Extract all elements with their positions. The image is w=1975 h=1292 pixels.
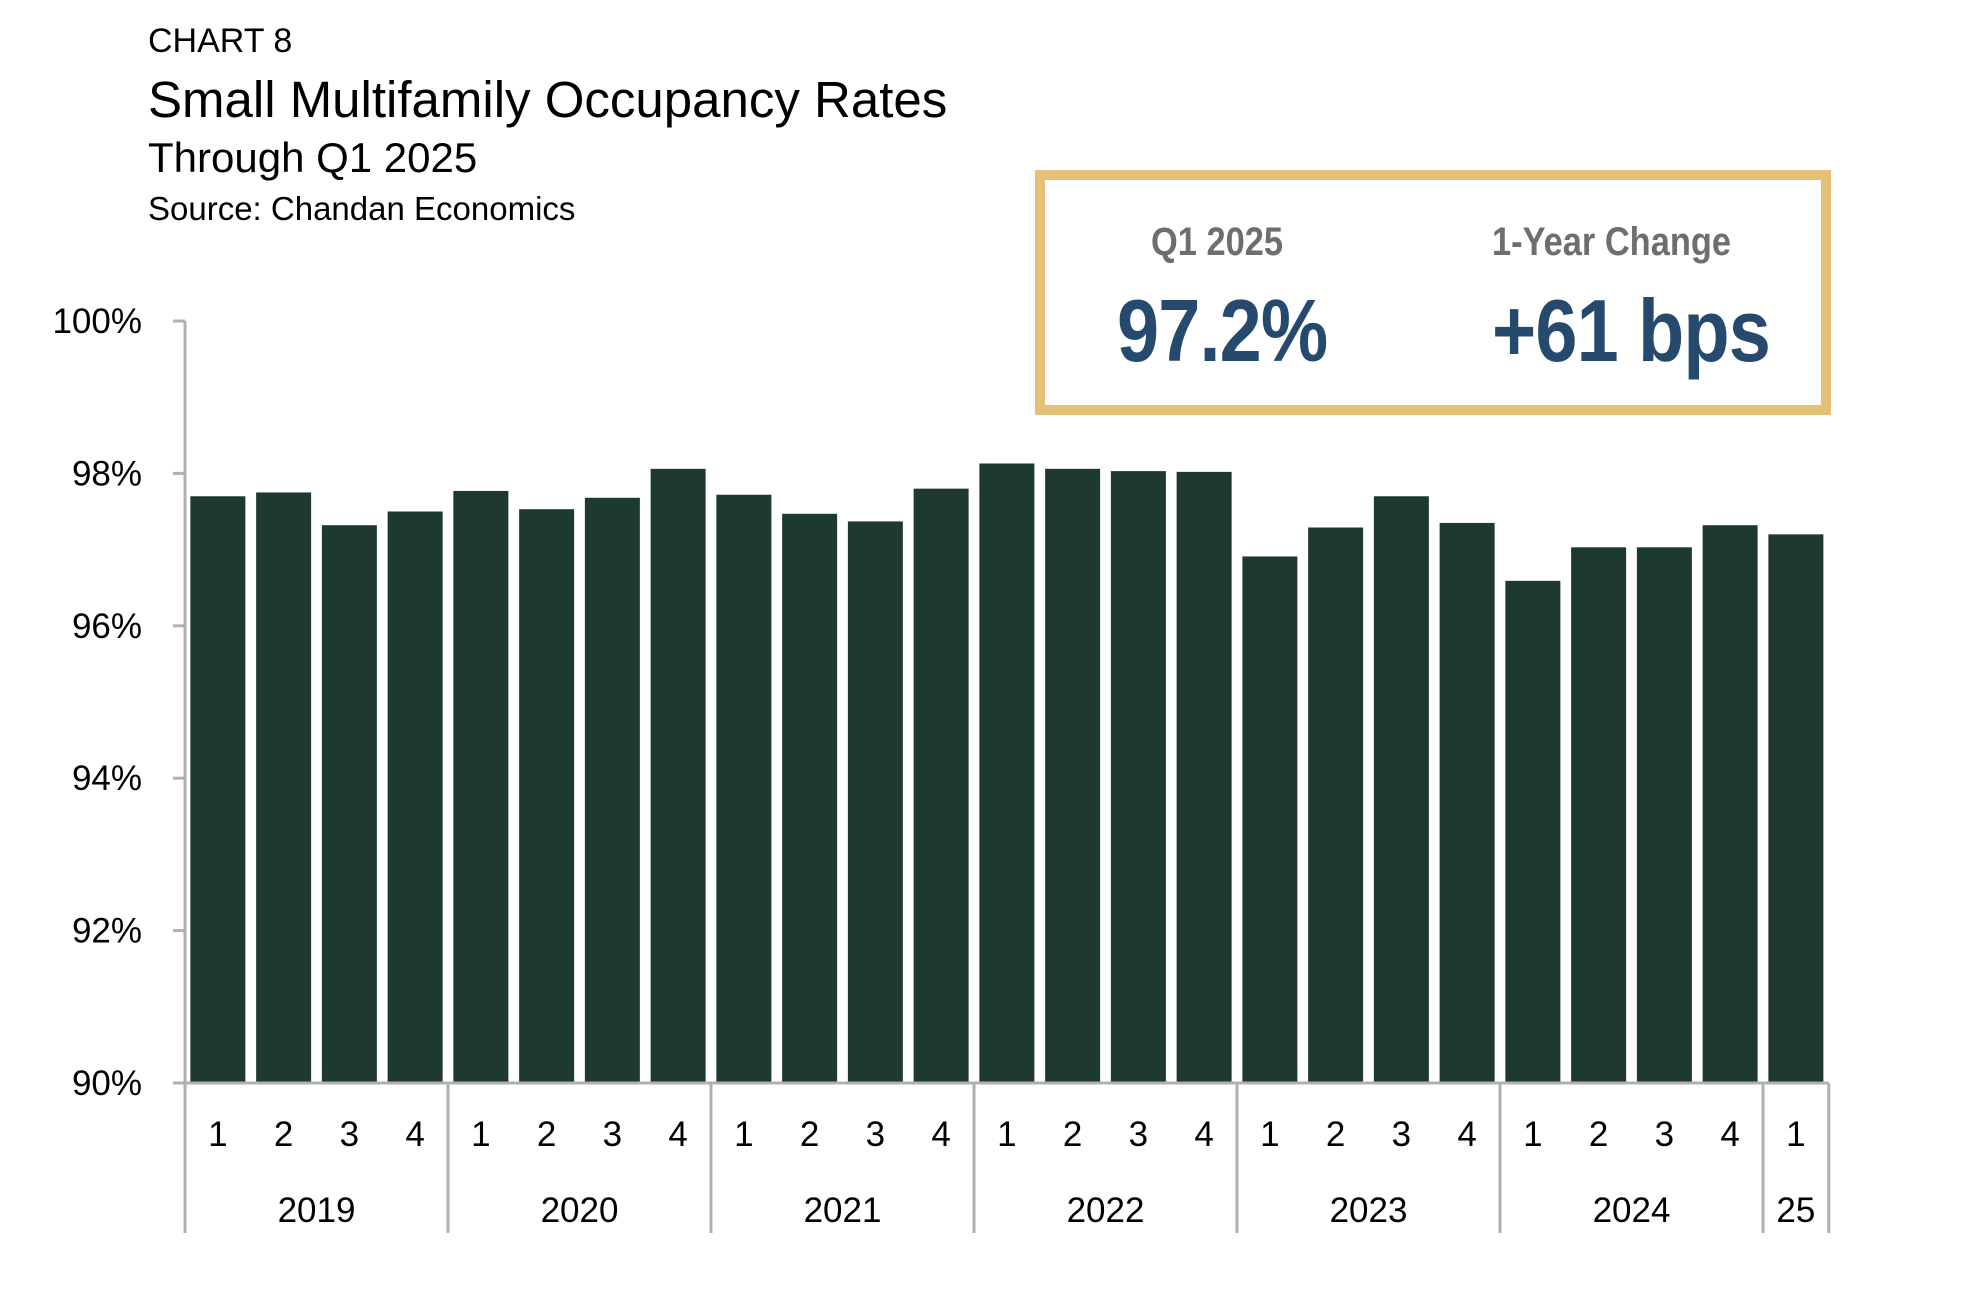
y-tick-label: 100% xyxy=(52,302,142,341)
x-tick-label: 4 xyxy=(1457,1115,1476,1154)
x-tick-label: 1 xyxy=(208,1115,227,1154)
year-label: 25 xyxy=(1776,1191,1815,1230)
chart-source: Source: Chandan Economics xyxy=(148,190,576,227)
bar xyxy=(1110,471,1166,1083)
bar xyxy=(1768,534,1824,1083)
bar xyxy=(584,497,640,1083)
x-tick-label: 4 xyxy=(668,1115,687,1154)
bar xyxy=(1242,556,1298,1083)
bar xyxy=(1702,525,1758,1083)
x-tick-label: 1 xyxy=(1260,1115,1279,1154)
kpi-period-label: Q1 2025 xyxy=(1151,220,1283,264)
x-axis: 1 2 3 4 1 2 3 4 1 2 3 4 1 2 3 4 1 2 3 4 1 2 3 4 1 2019 2020 2021 202… xyxy=(183,1081,1831,1233)
x-tick-label: 1 xyxy=(1786,1115,1805,1154)
kpi-change-label: 1-Year Change xyxy=(1492,220,1731,264)
bar xyxy=(1176,471,1232,1084)
x-tick-label: 3 xyxy=(866,1115,885,1154)
bar xyxy=(847,521,903,1083)
x-tick-label: 4 xyxy=(1720,1115,1739,1154)
bar xyxy=(519,509,575,1083)
bar xyxy=(1505,580,1561,1083)
bar xyxy=(782,513,838,1083)
kpi-change-value: +61 bps xyxy=(1492,281,1771,380)
y-tick-label: 94% xyxy=(72,759,142,798)
bar xyxy=(387,511,443,1083)
x-tick-label: 2 xyxy=(537,1115,556,1154)
chart-subtitle: Through Q1 2025 xyxy=(148,134,478,181)
year-label: 2019 xyxy=(278,1191,356,1230)
bar xyxy=(1636,547,1692,1083)
bar xyxy=(650,468,706,1083)
x-tick-label: 4 xyxy=(405,1115,424,1154)
chart-label: CHART 8 xyxy=(148,22,293,60)
year-label: 2021 xyxy=(804,1191,882,1230)
bar xyxy=(256,492,312,1083)
x-tick-label: 3 xyxy=(1655,1115,1674,1154)
x-tick-label: 3 xyxy=(603,1115,622,1154)
kpi-occupancy-value: 97.2% xyxy=(1117,281,1328,380)
y-axis: 90% 92% 94% 96% 98% 100% xyxy=(52,302,187,1103)
bar xyxy=(453,490,509,1083)
x-tick-label: 2 xyxy=(1326,1115,1345,1154)
bar xyxy=(190,496,246,1083)
x-tick-label: 1 xyxy=(997,1115,1016,1154)
bar xyxy=(1373,496,1429,1083)
bar xyxy=(716,494,772,1084)
x-tick-label: 2 xyxy=(1063,1115,1082,1154)
year-label: 2022 xyxy=(1067,1191,1145,1230)
x-tick-label: 1 xyxy=(734,1115,753,1154)
x-tick-label: 2 xyxy=(274,1115,293,1154)
y-tick-label: 96% xyxy=(72,607,142,646)
bar xyxy=(979,463,1035,1083)
year-label: 2024 xyxy=(1593,1191,1671,1230)
x-tick-label: 3 xyxy=(1392,1115,1411,1154)
x-tick-label: 4 xyxy=(1194,1115,1213,1154)
chart-title: Small Multifamily Occupancy Rates xyxy=(148,71,948,128)
y-tick-label: 90% xyxy=(72,1064,142,1103)
year-label: 2020 xyxy=(541,1191,619,1230)
x-tick-label: 2 xyxy=(800,1115,819,1154)
bar-series xyxy=(190,463,1824,1084)
x-tick-label: 1 xyxy=(471,1115,490,1154)
bar xyxy=(1439,522,1495,1083)
y-tick-label: 98% xyxy=(72,454,142,493)
x-tick-label: 3 xyxy=(1129,1115,1148,1154)
x-tick-label: 3 xyxy=(340,1115,359,1154)
bar xyxy=(1308,527,1364,1083)
x-tick-label: 2 xyxy=(1589,1115,1608,1154)
bar xyxy=(1571,547,1627,1083)
year-label: 2023 xyxy=(1330,1191,1408,1230)
y-tick-label: 92% xyxy=(72,912,142,951)
x-tick-label: 4 xyxy=(931,1115,950,1154)
bar xyxy=(913,488,969,1083)
bar xyxy=(1045,468,1101,1083)
kpi-box: Q1 2025 97.2% 1-Year Change +61 bps xyxy=(1035,170,1831,415)
bar xyxy=(321,525,377,1083)
x-tick-label: 1 xyxy=(1523,1115,1542,1154)
